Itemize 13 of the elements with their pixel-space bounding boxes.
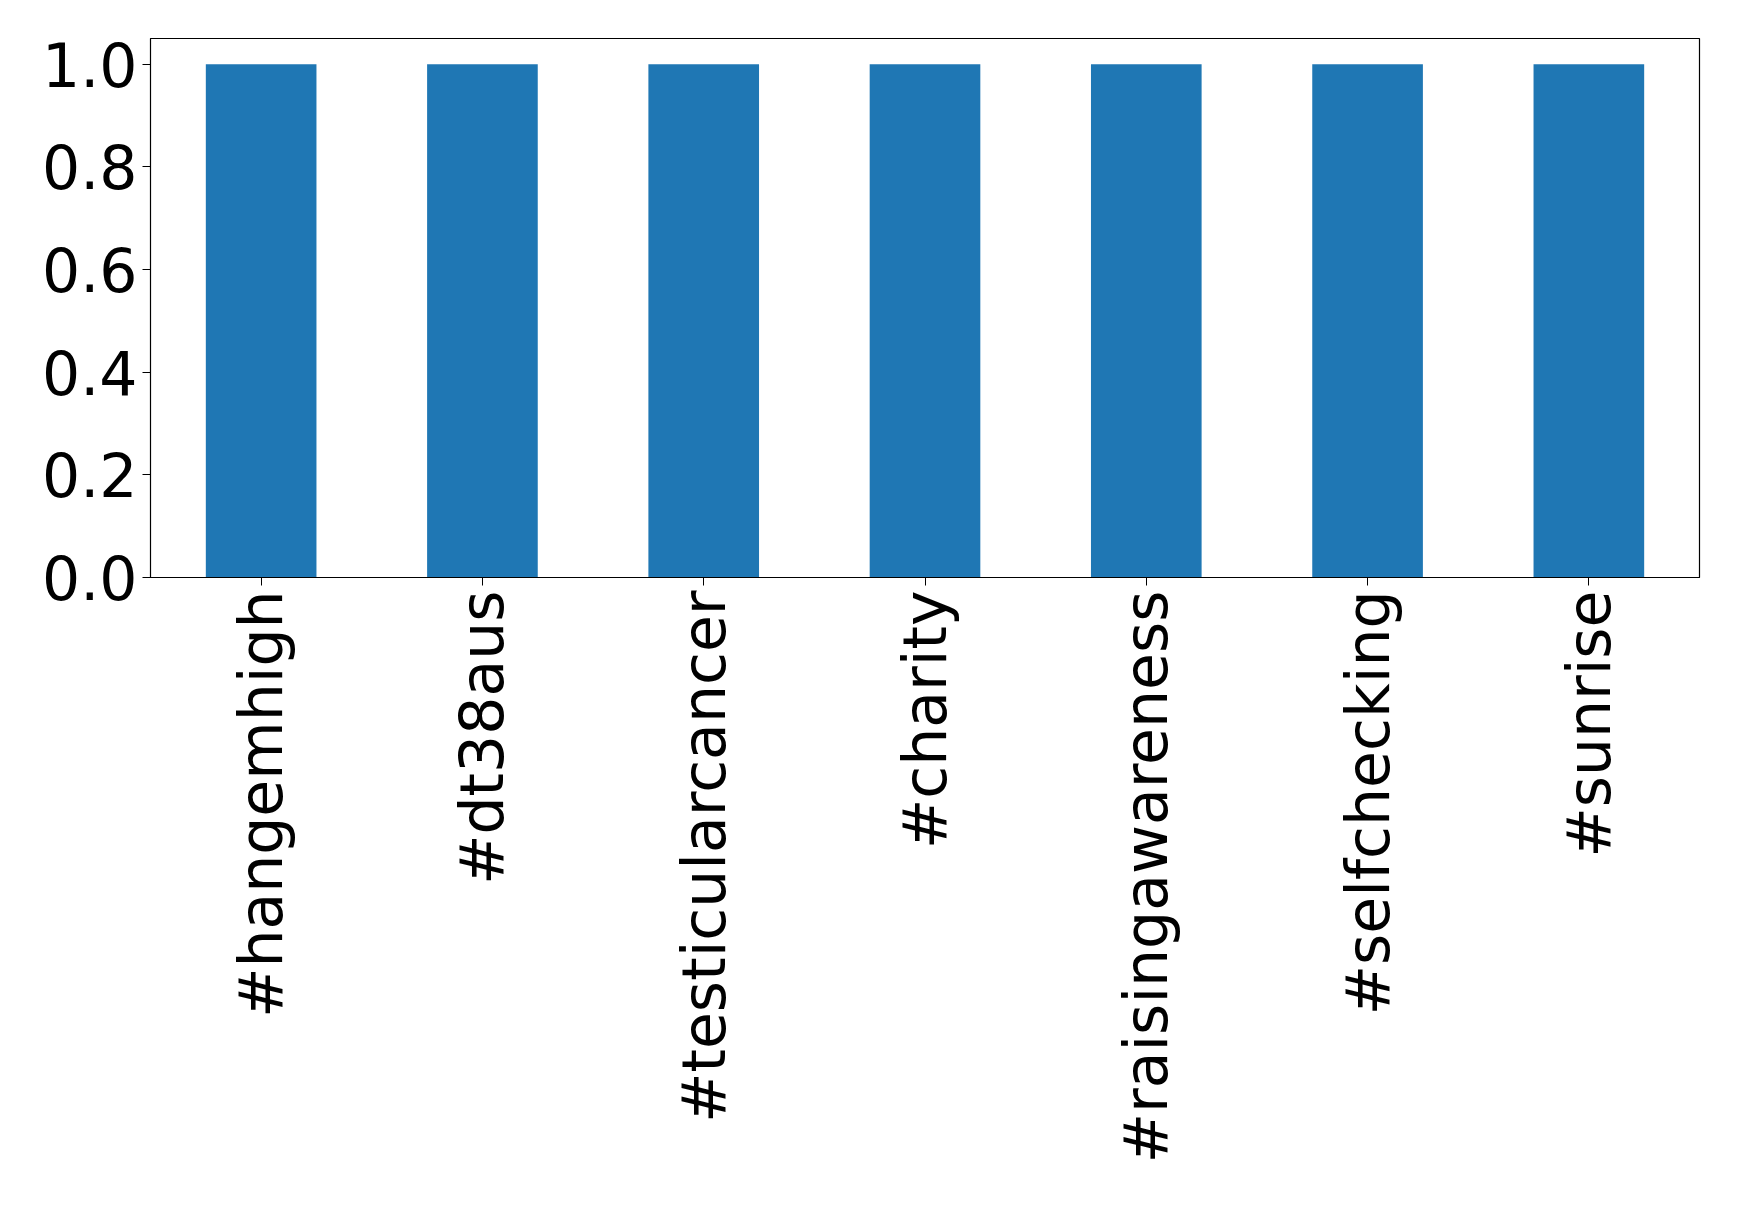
y-tick-label: 0.8 [42,133,138,204]
x-tick-label: #hangemhigh [226,590,297,1018]
x-tick-label: #selfchecking [1332,590,1403,1016]
y-tick-label: 0.4 [42,338,138,409]
y-tick-label: 0.2 [42,441,138,512]
x-tick-label: #testicularcancer [668,590,739,1123]
y-tick-label: 0.0 [42,544,138,614]
x-tick-label: #charity [890,590,960,849]
x-tick-label: #raisingawareness [1111,590,1182,1164]
y-tick-label: 0.6 [42,236,138,306]
x-tick-label: #sunrise [1553,590,1624,858]
y-tick-label: 1.0 [42,30,138,101]
x-tick-label: #dt38aus [447,590,518,885]
